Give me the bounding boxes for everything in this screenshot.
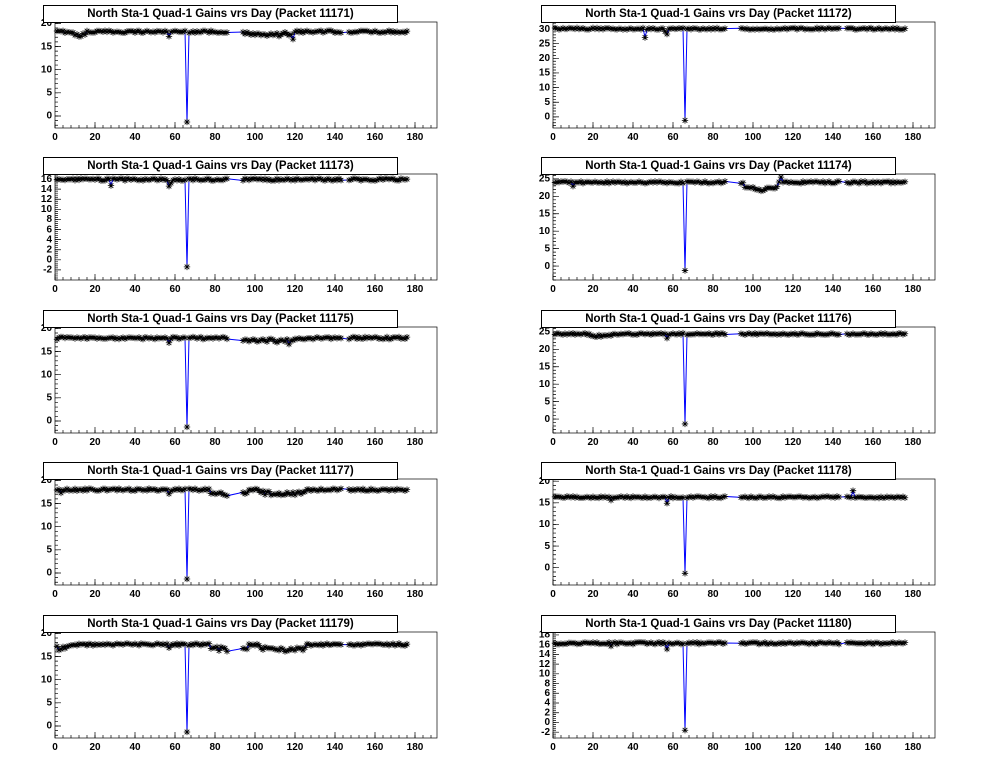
plot-title-11171: North Sta-1 Quad-1 Gains vrs Day (Packet… bbox=[43, 5, 398, 23]
plot-pad-11176: North Sta-1 Quad-1 Gains vrs Day (Packet… bbox=[498, 305, 996, 458]
plot-title-11177: North Sta-1 Quad-1 Gains vrs Day (Packet… bbox=[43, 462, 398, 480]
plot-canvas-11176 bbox=[498, 305, 996, 458]
plot-title-11172: North Sta-1 Quad-1 Gains vrs Day (Packet… bbox=[541, 5, 896, 23]
plot-pad-11175: North Sta-1 Quad-1 Gains vrs Day (Packet… bbox=[0, 305, 498, 458]
plot-canvas-11179 bbox=[0, 610, 498, 762]
plot-canvas-11172 bbox=[498, 0, 996, 153]
plot-pad-11171: North Sta-1 Quad-1 Gains vrs Day (Packet… bbox=[0, 0, 498, 153]
plot-canvas-11175 bbox=[0, 305, 498, 458]
plot-pad-11172: North Sta-1 Quad-1 Gains vrs Day (Packet… bbox=[498, 0, 996, 153]
plot-title-11176: North Sta-1 Quad-1 Gains vrs Day (Packet… bbox=[541, 310, 896, 328]
plot-pad-11174: North Sta-1 Quad-1 Gains vrs Day (Packet… bbox=[498, 152, 996, 305]
plot-pad-11177: North Sta-1 Quad-1 Gains vrs Day (Packet… bbox=[0, 457, 498, 610]
plot-canvas-11174 bbox=[498, 152, 996, 305]
plot-pad-11173: North Sta-1 Quad-1 Gains vrs Day (Packet… bbox=[0, 152, 498, 305]
plot-canvas-11177 bbox=[0, 457, 498, 610]
plot-title-11174: North Sta-1 Quad-1 Gains vrs Day (Packet… bbox=[541, 157, 896, 175]
plot-canvas-11178 bbox=[498, 457, 996, 610]
plot-title-11178: North Sta-1 Quad-1 Gains vrs Day (Packet… bbox=[541, 462, 896, 480]
plot-canvas-11171 bbox=[0, 0, 498, 153]
plot-title-11179: North Sta-1 Quad-1 Gains vrs Day (Packet… bbox=[43, 615, 398, 633]
plot-pad-11179: North Sta-1 Quad-1 Gains vrs Day (Packet… bbox=[0, 610, 498, 762]
plot-pad-11180: North Sta-1 Quad-1 Gains vrs Day (Packet… bbox=[498, 610, 996, 762]
plot-title-11173: North Sta-1 Quad-1 Gains vrs Day (Packet… bbox=[43, 157, 398, 175]
plot-title-11180: North Sta-1 Quad-1 Gains vrs Day (Packet… bbox=[541, 615, 896, 633]
plot-canvas-11173 bbox=[0, 152, 498, 305]
plot-pad-11178: North Sta-1 Quad-1 Gains vrs Day (Packet… bbox=[498, 457, 996, 610]
plot-canvas-11180 bbox=[498, 610, 996, 762]
plot-title-11175: North Sta-1 Quad-1 Gains vrs Day (Packet… bbox=[43, 310, 398, 328]
